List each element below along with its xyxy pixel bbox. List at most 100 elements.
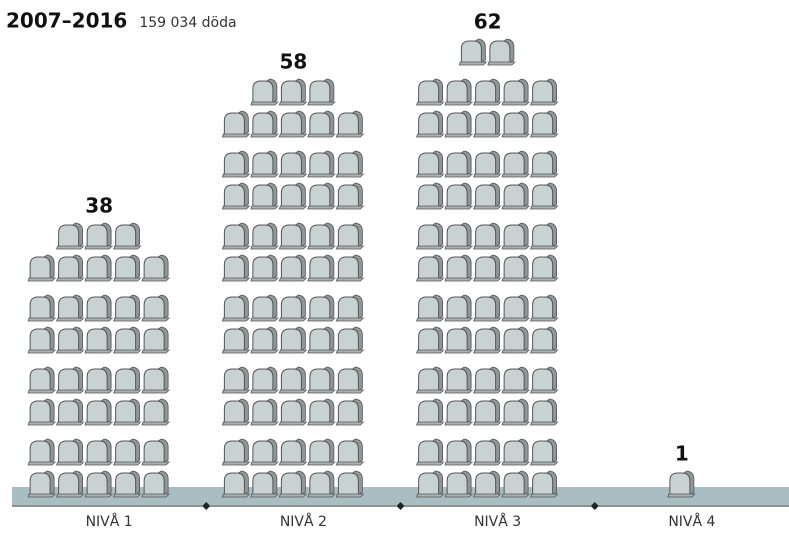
tombstone-base <box>501 205 531 210</box>
tombstone <box>475 256 497 280</box>
tombstone <box>337 184 359 208</box>
tombstone-base <box>113 389 142 394</box>
tombstone <box>309 328 331 352</box>
tombstone-base <box>56 317 85 322</box>
tombstone <box>337 152 359 176</box>
tombstone-base <box>444 349 474 354</box>
tombstone <box>309 256 331 280</box>
tombstone-base <box>444 205 474 210</box>
tombstone-base <box>530 101 559 106</box>
tombstone <box>86 224 108 248</box>
tombstone-base <box>307 277 336 282</box>
tombstone-base <box>335 317 365 322</box>
tombstone-base <box>113 349 142 354</box>
tombstone-base <box>501 277 531 282</box>
tombstone <box>223 256 245 280</box>
tombstone-base <box>278 173 308 178</box>
tombstone-base <box>416 101 445 106</box>
tombstone <box>58 472 80 496</box>
tombstone <box>280 184 302 208</box>
tombstone-base <box>473 389 502 394</box>
tombstone <box>532 256 554 280</box>
tombstone <box>115 368 137 392</box>
tombstone-base <box>250 349 279 354</box>
tombstone-base <box>221 349 251 354</box>
tombstone-base <box>335 133 365 138</box>
tombstone <box>223 296 245 320</box>
tombstone <box>86 296 108 320</box>
tombstone <box>532 184 554 208</box>
tombstone-base <box>221 389 251 394</box>
tombstone-base <box>113 277 142 282</box>
chart-title: 2007–2016 <box>6 9 127 33</box>
tombstone-base <box>56 349 85 354</box>
tombstone <box>418 440 440 464</box>
tombstone-base <box>250 317 279 322</box>
tombstone <box>252 256 274 280</box>
tombstone-base <box>530 493 559 498</box>
tombstone-base <box>444 389 474 394</box>
chart-subtitle: 159 034 döda <box>139 15 236 31</box>
tombstone-base <box>278 493 308 498</box>
pictogram-group <box>667 470 696 498</box>
tombstone-base <box>501 101 531 106</box>
tombstone <box>223 184 245 208</box>
tombstone <box>252 328 274 352</box>
tombstone <box>309 184 331 208</box>
tombstone <box>143 296 165 320</box>
tombstone <box>280 256 302 280</box>
tombstone-base <box>278 101 308 106</box>
tombstone-base <box>307 133 336 138</box>
tombstone-base <box>250 493 279 498</box>
tombstone-base <box>530 245 559 250</box>
tombstone <box>280 152 302 176</box>
tombstone-base <box>530 461 559 466</box>
tombstone <box>503 224 525 248</box>
tombstone-base <box>530 133 559 138</box>
tombstone <box>446 224 468 248</box>
tombstone-base <box>278 421 308 426</box>
tombstone-base <box>113 245 142 250</box>
tombstone <box>503 400 525 424</box>
tombstone <box>337 224 359 248</box>
tombstone-base <box>56 461 85 466</box>
tombstone-base <box>444 173 474 178</box>
tombstone-base <box>473 133 502 138</box>
tombstone-base <box>84 277 114 282</box>
value-label: 1 <box>675 442 689 466</box>
tombstone <box>58 368 80 392</box>
tombstone-base <box>335 493 365 498</box>
tombstone <box>418 368 440 392</box>
tombstone-base <box>250 173 279 178</box>
tombstone-base <box>335 389 365 394</box>
tombstone <box>29 440 51 464</box>
tombstone <box>29 472 51 496</box>
tombstone <box>223 368 245 392</box>
tombstone <box>446 184 468 208</box>
tombstone <box>475 400 497 424</box>
tombstone <box>115 472 137 496</box>
tombstone <box>115 296 137 320</box>
tombstone-base <box>335 205 365 210</box>
tombstone-base <box>141 389 171 394</box>
tombstone <box>86 256 108 280</box>
tombstone <box>503 328 525 352</box>
tombstone-base <box>113 493 142 498</box>
tombstone-base <box>501 133 531 138</box>
tombstone <box>532 112 554 136</box>
tombstone <box>223 152 245 176</box>
tombstone <box>280 472 302 496</box>
tombstone-base <box>444 317 474 322</box>
tombstone-base <box>473 317 502 322</box>
tombstone <box>309 80 331 104</box>
tombstone <box>29 296 51 320</box>
tombstone <box>143 256 165 280</box>
tombstone <box>58 256 80 280</box>
tombstone <box>143 472 165 496</box>
tombstone-base <box>278 277 308 282</box>
tombstone <box>252 472 274 496</box>
tombstone <box>252 184 274 208</box>
tombstone-base <box>141 421 171 426</box>
tombstone-base <box>307 205 336 210</box>
tombstone-base <box>250 101 279 106</box>
